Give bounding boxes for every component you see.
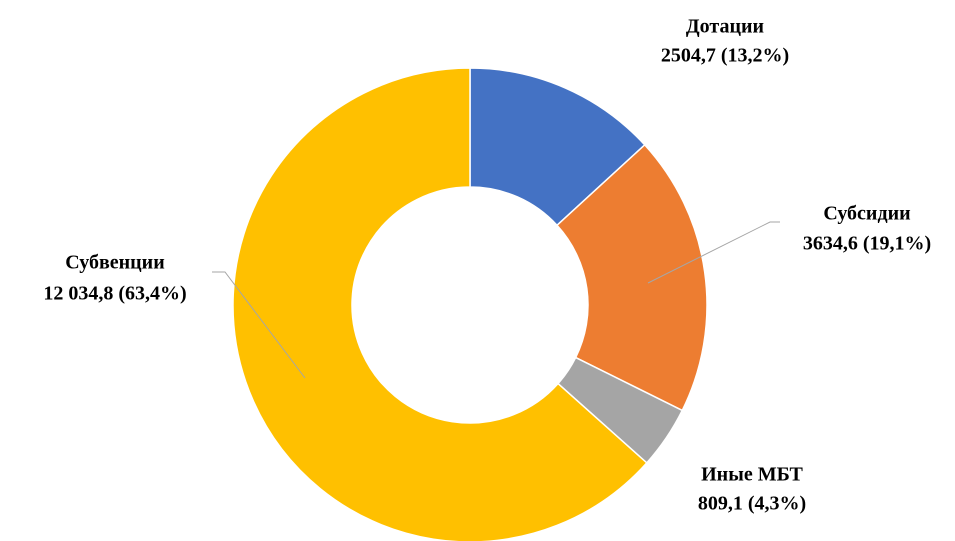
slice-label: Дотации bbox=[686, 16, 764, 38]
donut-slice bbox=[555, 143, 708, 412]
slice-value-label: 809,1 (4,3%) bbox=[698, 493, 806, 515]
slice-value-label: 2504,7 (13,2%) bbox=[661, 45, 789, 67]
leader-line bbox=[647, 221, 780, 284]
slice-label: Субсидии bbox=[823, 203, 910, 225]
donut-slice bbox=[469, 67, 646, 227]
slice-value-label: 3634,6 (19,1%) bbox=[803, 233, 931, 255]
donut-slice bbox=[232, 67, 648, 541]
leader-line bbox=[212, 271, 306, 379]
slice-value-label: 12 034,8 (63,4%) bbox=[43, 283, 186, 305]
slice-label: Иные МБТ bbox=[701, 464, 803, 486]
slices bbox=[232, 67, 708, 541]
slice-label: Субвенции bbox=[65, 252, 164, 274]
